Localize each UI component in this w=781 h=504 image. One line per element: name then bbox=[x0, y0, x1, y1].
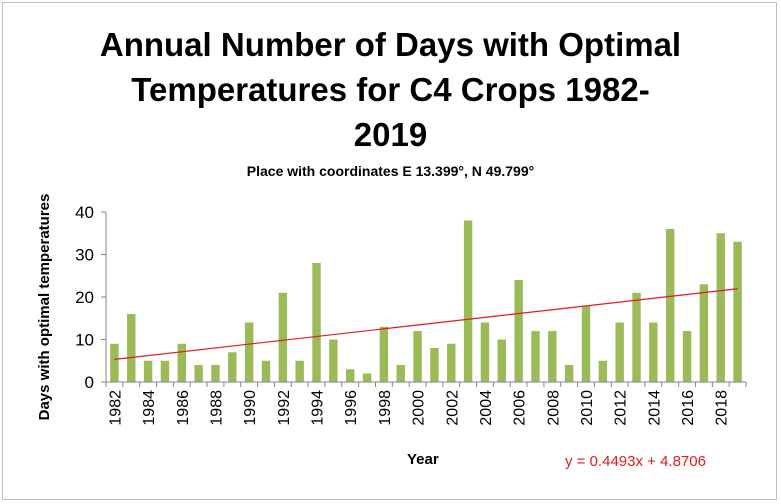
bar bbox=[682, 331, 692, 382]
y-tick-label: 20 bbox=[75, 288, 94, 307]
bar bbox=[632, 292, 641, 382]
x-tick-label: 1990 bbox=[242, 390, 259, 426]
bar bbox=[514, 280, 523, 382]
bar bbox=[244, 322, 254, 382]
bar bbox=[699, 284, 709, 382]
bar bbox=[160, 360, 170, 382]
chart-title-line-3: 2019 bbox=[353, 116, 428, 153]
bar bbox=[733, 241, 742, 382]
chart-subtitle: Place with coordinates E 13.399°, N 49.7… bbox=[246, 163, 535, 179]
bar-series bbox=[110, 220, 742, 382]
bar bbox=[143, 360, 153, 382]
bar bbox=[396, 365, 405, 382]
bar bbox=[177, 343, 186, 382]
x-tick-label: 2010 bbox=[579, 390, 596, 426]
x-tick-label: 2004 bbox=[478, 390, 495, 426]
x-tick-label: 2012 bbox=[613, 390, 630, 426]
bar bbox=[480, 322, 490, 382]
bar bbox=[194, 365, 203, 382]
bar bbox=[581, 305, 591, 382]
x-tick-label: 1982 bbox=[107, 390, 124, 426]
x-tick-label: 1986 bbox=[175, 390, 192, 426]
x-tick-label: 1984 bbox=[141, 390, 158, 426]
x-tick-label: 1998 bbox=[377, 390, 394, 426]
x-tick-label: 2000 bbox=[411, 390, 428, 426]
x-tick-label: 1988 bbox=[208, 390, 225, 426]
bar bbox=[127, 314, 136, 382]
x-tick-label: 2016 bbox=[680, 390, 697, 426]
bar bbox=[329, 339, 338, 382]
chart-title-line-2: Temperatures for C4 Crops 1982- bbox=[131, 71, 650, 108]
bar bbox=[598, 360, 608, 382]
x-tick-label: 1994 bbox=[310, 390, 327, 426]
trendline bbox=[114, 288, 738, 360]
bar bbox=[228, 352, 237, 382]
chart-title: Annual Number of Days with Optimal Tempe… bbox=[0, 22, 781, 157]
x-axis-label: Year bbox=[407, 451, 439, 468]
bar bbox=[716, 233, 725, 382]
bar bbox=[362, 373, 372, 382]
bar bbox=[211, 365, 220, 382]
bar bbox=[531, 331, 540, 382]
bar bbox=[447, 343, 456, 382]
bar bbox=[463, 220, 473, 382]
x-tick-label: 2002 bbox=[444, 390, 461, 426]
trendline-layer bbox=[114, 288, 738, 360]
y-tick-label: 0 bbox=[85, 373, 94, 392]
bar bbox=[497, 339, 506, 382]
x-tick-label: 2006 bbox=[512, 390, 529, 426]
bar bbox=[548, 331, 557, 382]
x-tick-label: 2014 bbox=[646, 390, 663, 426]
x-tick-label: 2018 bbox=[714, 390, 731, 426]
bar bbox=[430, 348, 439, 382]
bar bbox=[346, 369, 355, 382]
bar bbox=[413, 331, 422, 382]
bar bbox=[615, 322, 624, 382]
y-tick-label: 10 bbox=[75, 331, 94, 350]
bar bbox=[110, 343, 119, 382]
bar bbox=[261, 360, 271, 382]
x-tick-label: 2008 bbox=[545, 390, 562, 426]
y-tick-label: 40 bbox=[75, 203, 94, 222]
bar bbox=[564, 365, 574, 382]
bar bbox=[312, 263, 321, 382]
trendline-equation: y = 0.4493x + 4.8706 bbox=[565, 453, 706, 470]
x-tick-label: 1992 bbox=[276, 390, 293, 426]
y-axis: 0 10 20 30 40 bbox=[75, 203, 107, 392]
y-tick-label: 30 bbox=[75, 246, 94, 265]
bar bbox=[379, 326, 389, 382]
bar bbox=[666, 229, 675, 382]
bar bbox=[649, 322, 658, 382]
chart-title-line-1: Annual Number of Days with Optimal bbox=[99, 26, 682, 63]
x-tick-label: 1996 bbox=[343, 390, 360, 426]
x-axis: 1982 1984 1986 1988 1990 1992 1994 1996 1998 2000… bbox=[105, 381, 747, 426]
bar bbox=[295, 360, 304, 382]
bar bbox=[278, 292, 288, 382]
